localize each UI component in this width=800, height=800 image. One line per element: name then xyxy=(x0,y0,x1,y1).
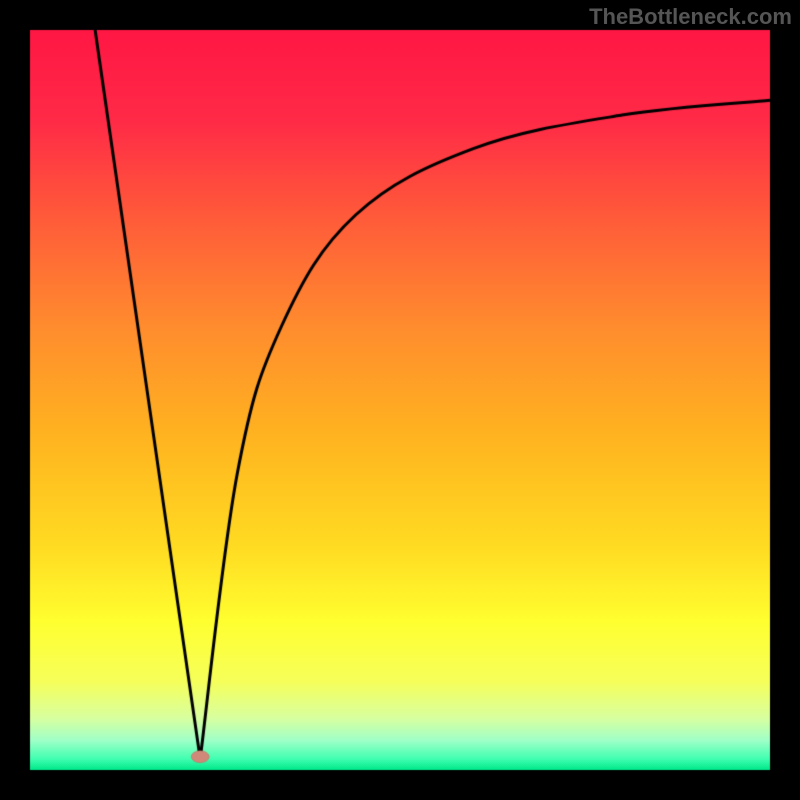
chart-canvas xyxy=(0,0,800,800)
bottleneck-chart: TheBottleneck.com xyxy=(0,0,800,800)
watermark-text: TheBottleneck.com xyxy=(589,4,792,30)
